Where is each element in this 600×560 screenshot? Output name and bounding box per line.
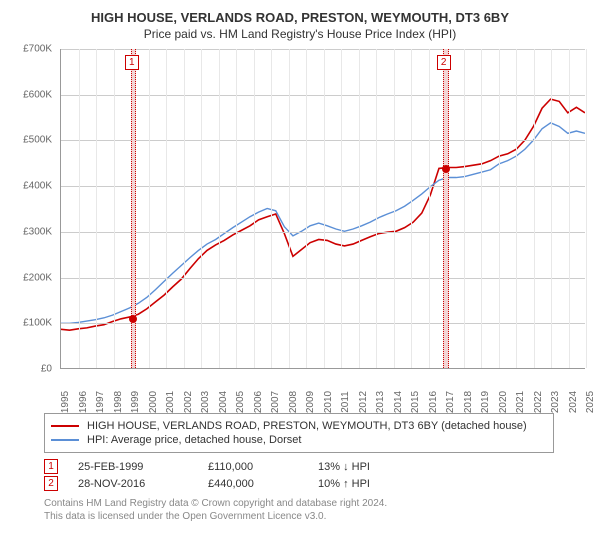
v-gridline	[534, 49, 535, 368]
v-gridline	[149, 49, 150, 368]
v-gridline	[499, 49, 500, 368]
v-gridline	[254, 49, 255, 368]
transaction-date: 28-NOV-2016	[78, 478, 188, 490]
x-tick-label: 2005	[235, 391, 246, 413]
x-tick-label: 2024	[568, 391, 579, 413]
y-tick-label: £400K	[10, 181, 52, 192]
v-gridline	[551, 49, 552, 368]
transaction-price: £110,000	[208, 461, 298, 473]
legend-item: HPI: Average price, detached house, Dors…	[51, 434, 547, 446]
x-tick-label: 2013	[375, 391, 386, 413]
v-gridline	[516, 49, 517, 368]
legend-swatch	[51, 439, 79, 441]
y-tick-label: £0	[10, 364, 52, 375]
x-tick-label: 1997	[95, 391, 106, 413]
transaction-row: 1 25-FEB-1999 £110,000 13% ↓ HPI	[44, 459, 590, 474]
v-gridline	[324, 49, 325, 368]
x-tick-label: 2002	[183, 391, 194, 413]
transaction-badge: 1	[44, 459, 58, 474]
legend: HIGH HOUSE, VERLANDS ROAD, PRESTON, WEYM…	[44, 413, 554, 453]
v-gridline	[219, 49, 220, 368]
v-gridline	[411, 49, 412, 368]
x-tick-label: 2010	[323, 391, 334, 413]
x-tick-label: 1998	[113, 391, 124, 413]
marker-badge-2: 2	[437, 55, 451, 70]
v-gridline	[446, 49, 447, 368]
x-tick-label: 1995	[60, 391, 71, 413]
x-tick-label: 2017	[445, 391, 456, 413]
chart-subtitle: Price paid vs. HM Land Registry's House …	[10, 27, 590, 41]
v-gridline	[394, 49, 395, 368]
y-tick-label: £700K	[10, 44, 52, 55]
x-tick-label: 2007	[270, 391, 281, 413]
x-tick-label: 2001	[165, 391, 176, 413]
y-tick-label: £100K	[10, 318, 52, 329]
v-gridline	[166, 49, 167, 368]
transaction-date: 25-FEB-1999	[78, 461, 188, 473]
v-gridline	[481, 49, 482, 368]
footer-attribution: Contains HM Land Registry data © Crown c…	[44, 497, 590, 523]
v-gridline	[306, 49, 307, 368]
chart-title: HIGH HOUSE, VERLANDS ROAD, PRESTON, WEYM…	[10, 10, 590, 25]
y-tick-label: £200K	[10, 272, 52, 283]
y-tick-label: £500K	[10, 135, 52, 146]
v-gridline	[341, 49, 342, 368]
v-gridline	[464, 49, 465, 368]
v-gridline	[114, 49, 115, 368]
v-gridline	[359, 49, 360, 368]
v-gridline	[96, 49, 97, 368]
x-tick-label: 2003	[200, 391, 211, 413]
x-tick-label: 2022	[533, 391, 544, 413]
v-gridline	[569, 49, 570, 368]
x-tick-label: 2008	[288, 391, 299, 413]
x-tick-label: 2012	[358, 391, 369, 413]
x-tick-label: 2019	[480, 391, 491, 413]
x-tick-label: 1996	[78, 391, 89, 413]
y-tick-label: £300K	[10, 226, 52, 237]
x-tick-label: 2009	[305, 391, 316, 413]
x-tick-label: 1999	[130, 391, 141, 413]
transaction-price: £440,000	[208, 478, 298, 490]
v-gridline	[201, 49, 202, 368]
v-gridline	[289, 49, 290, 368]
marker-point-2	[442, 165, 450, 173]
x-tick-label: 2004	[218, 391, 229, 413]
v-gridline	[376, 49, 377, 368]
x-tick-label: 2018	[463, 391, 474, 413]
y-tick-label: £600K	[10, 89, 52, 100]
v-gridline	[429, 49, 430, 368]
legend-item: HIGH HOUSE, VERLANDS ROAD, PRESTON, WEYM…	[51, 420, 547, 432]
x-tick-label: 2021	[515, 391, 526, 413]
transaction-badge: 2	[44, 476, 58, 491]
v-gridline	[271, 49, 272, 368]
transaction-row: 2 28-NOV-2016 £440,000 10% ↑ HPI	[44, 476, 590, 491]
legend-swatch	[51, 425, 79, 427]
footer-line-2: This data is licensed under the Open Gov…	[44, 510, 590, 523]
x-tick-label: 2000	[148, 391, 159, 413]
x-tick-label: 2025	[585, 391, 596, 413]
y-axis: £0£100K£200K£300K£400K£500K£600K£700K	[10, 49, 55, 369]
transaction-hpi: 10% ↑ HPI	[318, 478, 408, 490]
x-tick-label: 2023	[550, 391, 561, 413]
x-tick-label: 2015	[410, 391, 421, 413]
x-tick-label: 2016	[428, 391, 439, 413]
legend-label: HIGH HOUSE, VERLANDS ROAD, PRESTON, WEYM…	[87, 420, 527, 432]
marker-point-1	[129, 315, 137, 323]
x-axis: 1995199619971998199920002001200220032004…	[60, 372, 585, 408]
transaction-table: 1 25-FEB-1999 £110,000 13% ↓ HPI 2 28-NOV-201…	[44, 459, 590, 491]
v-gridline	[79, 49, 80, 368]
footer-line-1: Contains HM Land Registry data © Crown c…	[44, 497, 590, 510]
v-gridline	[586, 49, 587, 368]
x-tick-label: 2011	[340, 391, 351, 413]
plot-area: 12	[60, 49, 585, 369]
chart-container: £0£100K£200K£300K£400K£500K£600K£700K 12…	[10, 49, 590, 409]
legend-label: HPI: Average price, detached house, Dors…	[87, 434, 301, 446]
x-tick-label: 2020	[498, 391, 509, 413]
v-gridline	[236, 49, 237, 368]
transaction-hpi: 13% ↓ HPI	[318, 461, 408, 473]
v-gridline	[184, 49, 185, 368]
x-tick-label: 2014	[393, 391, 404, 413]
x-tick-label: 2006	[253, 391, 264, 413]
marker-badge-1: 1	[125, 55, 139, 70]
